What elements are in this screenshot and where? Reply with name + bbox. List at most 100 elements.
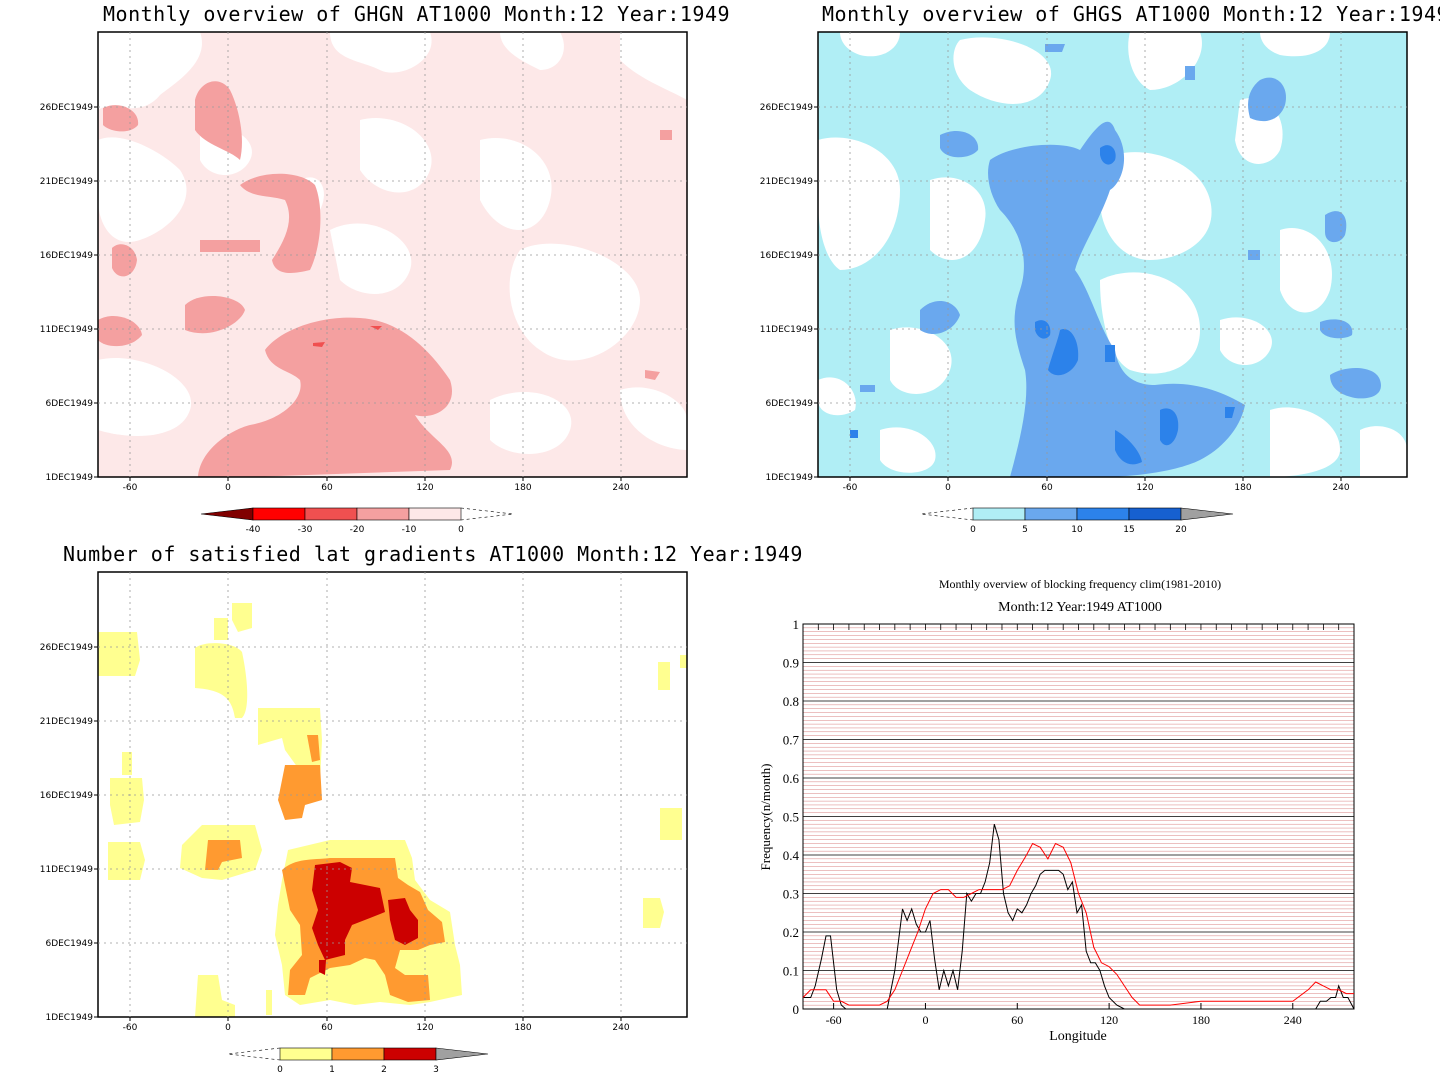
series-line-red: [802, 842, 1354, 1006]
x-tick-label: 60: [1041, 483, 1053, 493]
ghgs-colorbar: 0 5 10 15 20: [920, 507, 1234, 535]
x-tick-label: 180: [1234, 483, 1251, 493]
y-tick-label: 6DEC1949: [45, 399, 93, 409]
y-tick-label: 0: [793, 1002, 800, 1017]
colorbar-segment: [279, 1047, 333, 1061]
x-tick-label: 60: [1011, 1013, 1023, 1027]
line-chart-xlabel: Longitude: [1049, 1029, 1107, 1044]
y-tick-label: 0.5: [783, 810, 799, 825]
line-chart-frame: [802, 623, 1355, 1010]
colorbar-segment: [252, 507, 306, 521]
latgrad-grid: [98, 572, 687, 1017]
x-tick-label: 60: [321, 483, 333, 493]
colorbar-open-end: [920, 507, 974, 521]
y-tick-label: 16DEC1949: [40, 251, 94, 261]
x-tick-label: 0: [922, 1013, 928, 1027]
x-tick-label: 60: [321, 1023, 333, 1033]
line-chart-subtitle: Month:12 Year:1949 AT1000: [998, 600, 1162, 615]
colorbar-label: 3: [433, 1065, 439, 1075]
colorbar-open-end: [227, 1047, 281, 1061]
colorbar-label: 15: [1123, 525, 1134, 535]
colorbar-triangle: [200, 507, 254, 521]
colorbar-segment: [1076, 507, 1130, 521]
x-tick-label: 120: [416, 483, 433, 493]
y-tick-label: 21DEC1949: [40, 717, 94, 727]
y-tick-label: 0.9: [783, 656, 799, 671]
latgrad-panel: -60 0 60 120 180 240 1DEC19496DEC194911DEC194…: [40, 571, 688, 1075]
x-tick-label: 120: [1136, 483, 1153, 493]
x-tick-label: -60: [843, 483, 858, 493]
y-tick-label: 0.3: [783, 887, 799, 902]
x-tick-label: 0: [945, 483, 951, 493]
colorbar-segment: [304, 507, 358, 521]
ghgn-colorbar: -40 -30 -20 -10 0: [200, 507, 514, 535]
colorbar-segment: [331, 1047, 385, 1061]
y-tick-label: 26DEC1949: [40, 103, 94, 113]
y-tick-label: 1: [793, 617, 800, 632]
ghgn-high-regions: [313, 326, 382, 347]
x-tick-label: 120: [416, 1023, 433, 1033]
x-tick-label: 180: [514, 1023, 531, 1033]
ghgs-panel: -60 0 60 120 180 240 1DEC1949 6DEC1949 11DEC194…: [760, 31, 1408, 535]
latgrad-y-ticks: 1DEC1949 6DEC1949 11DEC1949 16DEC1949 21DEC1…: [40, 643, 98, 1023]
y-tick-label: 11DEC1949: [40, 325, 94, 335]
y-tick-label: 0.2: [783, 925, 799, 940]
colorbar-label: -10: [402, 525, 417, 535]
chart3-title: Number of satisfied lat gradients AT1000…: [63, 542, 803, 566]
x-tick-label: 0: [225, 483, 231, 493]
blocking-frequency-panel: Monthly overview of blocking frequency c…: [758, 577, 1355, 1044]
line-chart-x-ticks: -60 0 60 120 180 240: [826, 1003, 1302, 1027]
ghgn-panel: -60 0 60 120 180 240 1DEC1949 6DEC1949 11DEC194…: [40, 31, 688, 535]
series-line-black: [803, 824, 1355, 1010]
latgrad-x-ticks: -60 0 60 120 180 240: [123, 1017, 630, 1033]
colorbar-segment: [1128, 507, 1182, 521]
ghgs-mid-regions: [860, 44, 1381, 477]
x-tick-label: 0: [225, 1023, 231, 1033]
x-tick-label: -60: [123, 1023, 138, 1033]
ghgn-x-ticks: -60 0 60 120 180 240: [123, 477, 630, 493]
ghgn-grid: [98, 32, 687, 477]
x-tick-label: 240: [1332, 483, 1349, 493]
x-tick-label: 240: [612, 483, 629, 493]
colorbar-label: 5: [1022, 525, 1028, 535]
y-tick-label: 1DEC1949: [45, 473, 93, 483]
line-chart-title: Monthly overview of blocking frequency c…: [939, 577, 1221, 591]
y-tick-label: 26DEC1949: [40, 643, 94, 653]
colorbar-segment: [356, 507, 410, 521]
ghgs-x-ticks: -60 0 60 120 180 240: [843, 477, 1350, 493]
y-tick-label: 6DEC1949: [45, 939, 93, 949]
y-tick-label: 0.4: [783, 848, 800, 863]
line-chart-grid: [802, 624, 1355, 1006]
colorbar-label: 0: [277, 1065, 283, 1075]
x-tick-label: -60: [123, 483, 138, 493]
ghgn-mid-regions: [98, 81, 672, 477]
colorbar-label: -20: [350, 525, 365, 535]
x-tick-label: 180: [514, 483, 531, 493]
colorbar-label: 0: [458, 525, 464, 535]
ghgn-y-ticks: 1DEC1949 6DEC1949 11DEC1949 16DEC1949 21DEC1…: [40, 103, 98, 483]
line-chart-y-ticks: 0 0.1 0.2 0.3 0.4 0.5 0.6 0.7 0.8 0.9 1: [783, 617, 800, 1017]
colorbar-label: 20: [1175, 525, 1187, 535]
colorbar-label: -40: [246, 525, 261, 535]
colorbar-label: 0: [970, 525, 976, 535]
colorbar-segment: [1024, 507, 1078, 521]
colorbar-segment: [972, 507, 1026, 521]
x-tick-label: -60: [826, 1013, 842, 1027]
chart2-title: Monthly overview of GHGS AT1000 Month:12…: [822, 2, 1440, 26]
colorbar-label: 1: [329, 1065, 335, 1075]
y-tick-label: 16DEC1949: [40, 791, 94, 801]
y-tick-label: 1DEC1949: [765, 473, 813, 483]
x-tick-label: 240: [612, 1023, 629, 1033]
latgrad-colorbar: 0 1 2 3: [227, 1047, 489, 1075]
colorbar-triangle: [435, 1047, 489, 1061]
colorbar-triangle: [1180, 507, 1234, 521]
latgrad-level3-regions: [312, 862, 418, 975]
ghgs-y-ticks: 1DEC1949 6DEC1949 11DEC1949 16DEC1949 21DEC1…: [760, 103, 818, 483]
ghgs-grid: [818, 32, 1407, 477]
colorbar-label: 2: [381, 1065, 387, 1075]
y-tick-label: 21DEC1949: [760, 177, 814, 187]
y-tick-label: 11DEC1949: [760, 325, 814, 335]
y-tick-label: 0.1: [783, 964, 799, 979]
colorbar-segment: [383, 1047, 437, 1061]
